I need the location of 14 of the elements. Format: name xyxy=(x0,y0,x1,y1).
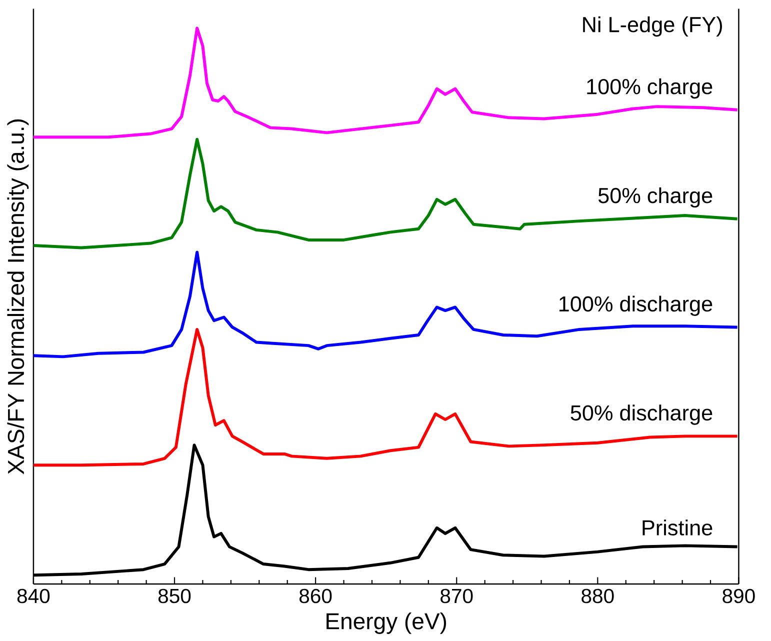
series-label: Pristine xyxy=(642,520,712,536)
x-tick-label: 880 xyxy=(582,588,614,604)
series-label: 50% discharge xyxy=(570,404,712,425)
x-tick-label: 850 xyxy=(158,588,191,604)
x-tick-label: 870 xyxy=(440,588,473,604)
chart-title: Ni L-edge (FY) xyxy=(583,16,722,37)
series-label: 50% charge xyxy=(598,187,712,208)
series-label: 100% charge xyxy=(587,78,712,99)
x-tick-label: 840 xyxy=(17,588,50,604)
x-tick-label: 860 xyxy=(300,588,332,604)
series-label: 100% discharge xyxy=(560,296,712,316)
y-axis-title: XAS/FY Normalized Intensity (a.u.) xyxy=(7,119,29,474)
x-tick-label: 890 xyxy=(722,588,755,604)
x-axis-title: Energy (eV) xyxy=(326,612,446,634)
